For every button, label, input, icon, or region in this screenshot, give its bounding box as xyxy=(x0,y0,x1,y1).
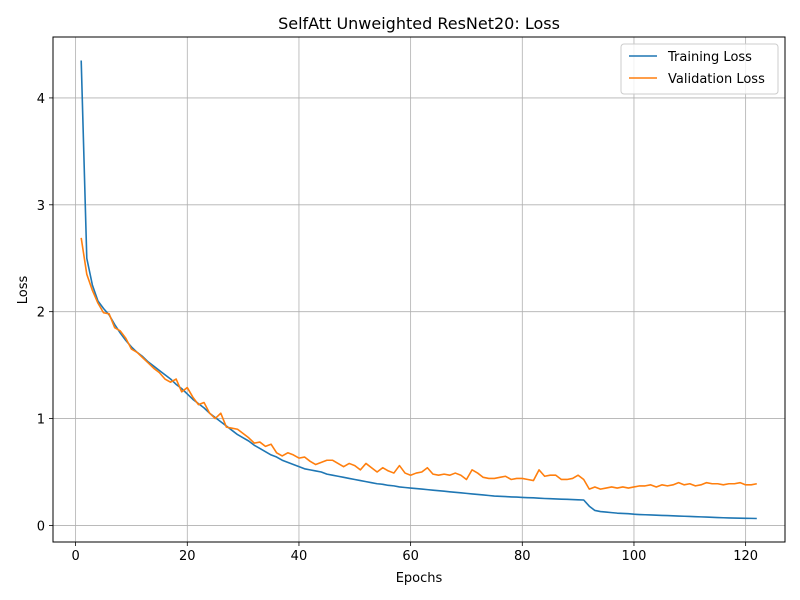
y-tick-label: 3 xyxy=(37,199,45,214)
x-tick-label: 40 xyxy=(291,549,308,564)
x-tick-label: 0 xyxy=(71,549,79,564)
x-axis-label: Epochs xyxy=(396,571,443,586)
x-tick-label: 80 xyxy=(514,549,531,564)
legend-label-training-loss: Training Loss xyxy=(667,50,752,65)
x-tick-label: 100 xyxy=(622,549,647,564)
y-tick-label: 1 xyxy=(37,413,45,428)
legend-box xyxy=(620,43,779,95)
chart-title: SelfAtt Unweighted ResNet20: Loss xyxy=(278,14,560,33)
plot-frame xyxy=(52,36,786,543)
y-tick-label: 2 xyxy=(37,306,45,321)
series-layer xyxy=(80,60,757,520)
series-line-training-loss xyxy=(80,60,757,520)
grid xyxy=(53,37,785,542)
x-tick-label: 20 xyxy=(179,549,196,564)
x-tick-label: 120 xyxy=(733,549,758,564)
y-axis-label: Loss xyxy=(16,276,31,305)
legend: Training Loss Validation Loss xyxy=(620,43,779,95)
y-tick-label: 0 xyxy=(37,519,45,534)
x-axis-ticks: 0 20 40 60 80 100 120 xyxy=(71,542,758,564)
series-line-validation-loss xyxy=(80,237,757,490)
legend-label-validation-loss: Validation Loss xyxy=(668,72,765,87)
y-tick-label: 4 xyxy=(37,92,45,107)
y-axis-ticks: 0 1 2 3 4 xyxy=(37,92,53,534)
x-tick-label: 60 xyxy=(402,549,419,564)
